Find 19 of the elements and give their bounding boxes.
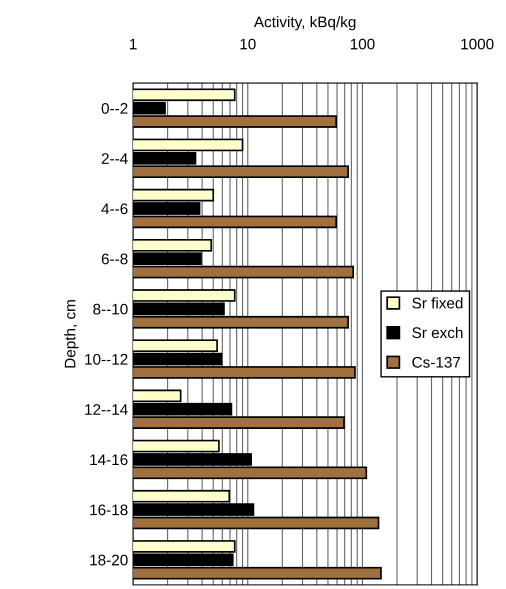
x-axis-title: Activity, kBq/kg bbox=[254, 16, 356, 30]
y-tick-label: 6--8 bbox=[102, 254, 128, 264]
legend-label: Sr exch bbox=[412, 326, 462, 338]
legend-label: Cs-137 bbox=[412, 356, 460, 368]
x-tick-label: 100 bbox=[350, 38, 375, 50]
y-tick-label: 10--12 bbox=[85, 354, 128, 365]
legend-label: Sr fixed bbox=[412, 297, 462, 309]
y-tick-label: 2--4 bbox=[102, 153, 128, 164]
x-tick-label: 1 bbox=[130, 38, 137, 50]
y-tick-label: 4--6 bbox=[101, 203, 128, 214]
x-tick-label: 10 bbox=[240, 38, 256, 50]
y-tick-label: 18-20 bbox=[90, 554, 128, 566]
y-tick-label: 0--2 bbox=[102, 103, 128, 114]
y-tick-label: 14-16 bbox=[90, 454, 128, 466]
y-axis-title: Depth, cm bbox=[64, 300, 79, 368]
y-tick-label: 16-18 bbox=[90, 504, 128, 516]
y-tick-label: 12--14 bbox=[85, 404, 128, 415]
y-tick-label: 8--10 bbox=[93, 304, 128, 315]
x-tick-label: 1000 bbox=[461, 38, 494, 50]
